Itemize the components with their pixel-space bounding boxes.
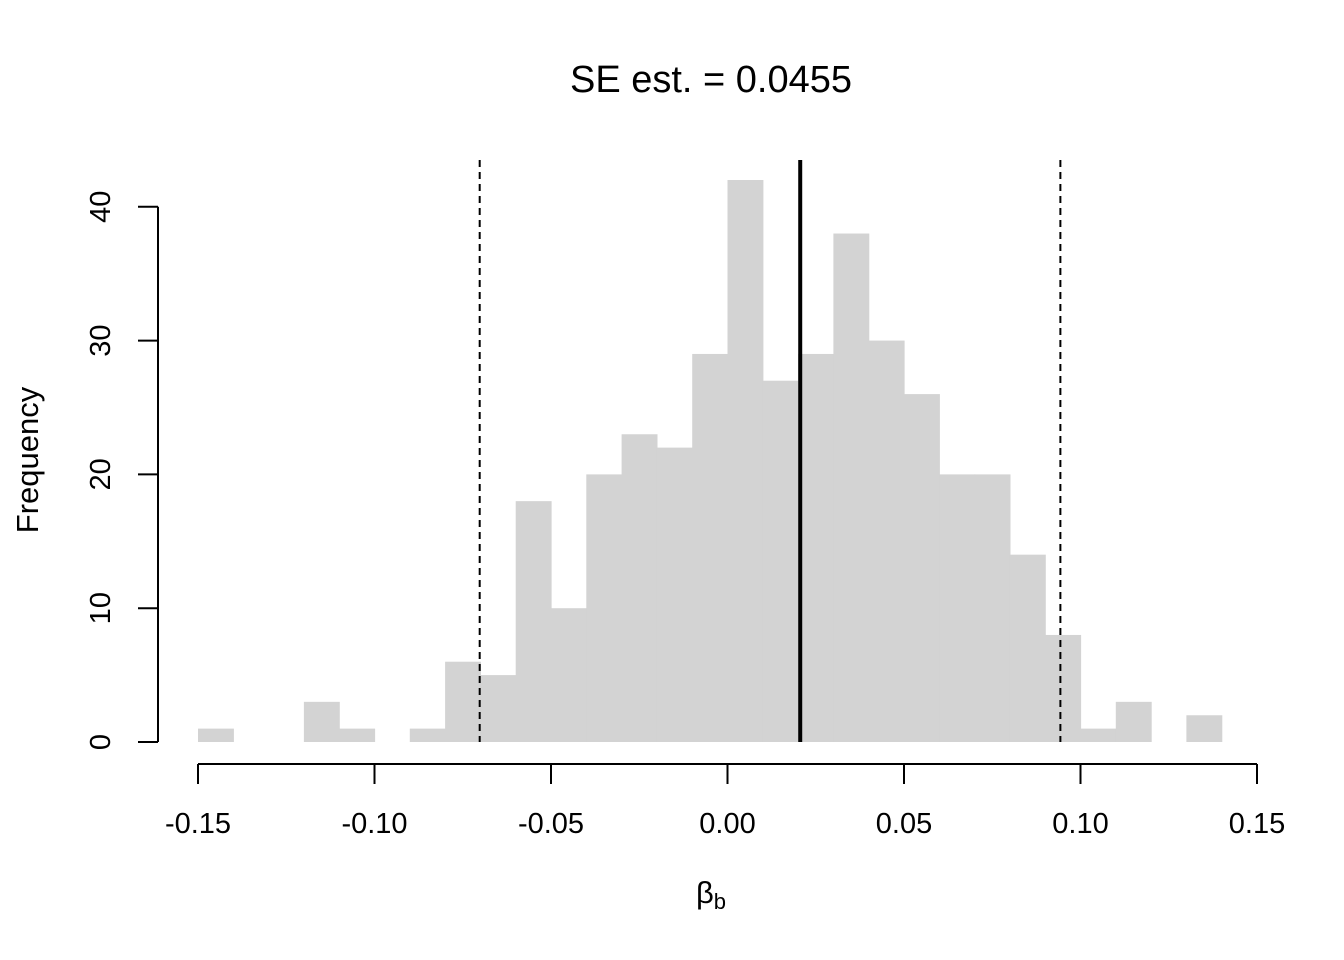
reference-lines [478,160,1062,742]
histogram-bar [409,728,446,742]
histogram-bar [551,608,587,742]
histogram-bar [904,394,940,742]
histogram-bars [198,180,1223,742]
histogram-bar [727,180,764,742]
histogram-bar [303,701,340,742]
x-axis-label-main: β [696,875,714,910]
histogram-bar [833,233,870,742]
x-axis: -0.15 -0.10 -0.05 0.00 0.05 0.10 0.15 [165,763,1285,840]
x-tick-label: 0.00 [699,808,755,840]
histogram-bar [939,474,976,742]
y-axis-label: Frequency [10,386,45,533]
x-axis-label: βb [696,875,726,914]
histogram-bar [762,380,799,742]
histogram-bar [1115,701,1152,742]
histogram-bar [445,661,481,742]
histogram-bar [974,474,1011,742]
histogram-bar [1045,634,1082,742]
histogram-bar [868,340,905,742]
x-axis-label-subscript: b [714,889,726,914]
y-tick-label: 30 [85,324,117,356]
histogram-bar [1009,554,1046,742]
histogram-bar [480,675,517,742]
histogram-bar [1186,715,1223,742]
histogram-bar [798,353,834,742]
chart-title: SE est. = 0.0455 [570,59,852,101]
histogram-bar [621,434,658,742]
x-tick-label: -0.10 [341,808,407,840]
histogram-bar [515,501,552,742]
histogram-bar [656,447,693,742]
histogram-bar [1080,728,1117,742]
y-tick-label: 10 [85,592,117,624]
x-tick-label: -0.15 [165,808,231,840]
y-tick-label: 40 [85,191,117,223]
y-tick-label: 0 [85,734,117,750]
histogram-bar [198,728,234,742]
y-axis: 0 10 20 30 40 [85,191,159,750]
histogram-bar [586,474,623,742]
histogram-bar [692,353,729,742]
histogram-bar [339,728,376,742]
y-tick-label: 20 [85,458,117,490]
x-tick-label: 0.10 [1052,808,1108,840]
x-tick-label: 0.15 [1229,808,1285,840]
x-tick-label: -0.05 [518,808,584,840]
x-tick-label: 0.05 [876,808,932,840]
